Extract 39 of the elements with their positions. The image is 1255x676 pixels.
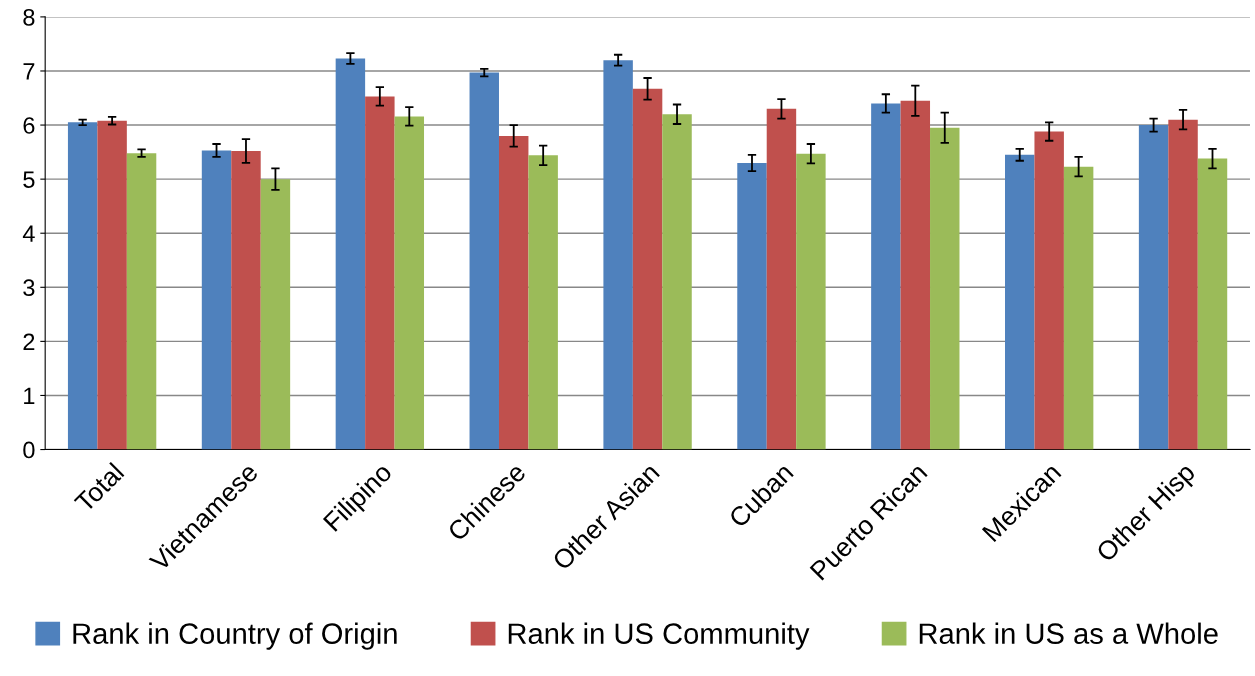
bar (528, 155, 558, 450)
y-tick-label: 8 (23, 8, 35, 26)
bar (662, 114, 692, 450)
bar (1168, 119, 1198, 450)
bar (335, 58, 366, 450)
y-tick-label: 4 (22, 225, 35, 242)
bar (365, 96, 395, 450)
bar (1138, 125, 1169, 450)
bar (737, 162, 767, 450)
bar (871, 103, 901, 450)
bar (498, 135, 529, 450)
bar (260, 179, 291, 450)
y-tick-label: 7 (23, 63, 35, 80)
y-tick-label: 2 (23, 333, 35, 350)
bar (1005, 154, 1035, 450)
bar (97, 120, 127, 450)
bar (603, 60, 633, 450)
bar (766, 108, 797, 450)
bar (1197, 158, 1228, 450)
bar (900, 100, 931, 450)
y-tick-label: 3 (23, 279, 35, 297)
legend-label: Rank in US Community (508, 622, 810, 650)
y-tick-label: 1 (24, 387, 35, 405)
bar (126, 153, 157, 450)
bar (67, 122, 98, 450)
bar (201, 150, 232, 450)
bar (469, 72, 499, 450)
bar (394, 116, 425, 450)
bar (231, 151, 261, 450)
legend-label: Rank in US as a Whole (919, 622, 1218, 644)
legend-label: Rank in Country of Origin (73, 622, 397, 650)
bar (632, 88, 663, 450)
y-tick-label: 5 (23, 171, 35, 188)
y-tick-label: 0 (23, 441, 35, 459)
y-tick-label: 6 (23, 117, 35, 134)
bar (1034, 131, 1064, 450)
bar (796, 153, 826, 450)
bar (930, 127, 960, 450)
bar (1063, 166, 1094, 450)
